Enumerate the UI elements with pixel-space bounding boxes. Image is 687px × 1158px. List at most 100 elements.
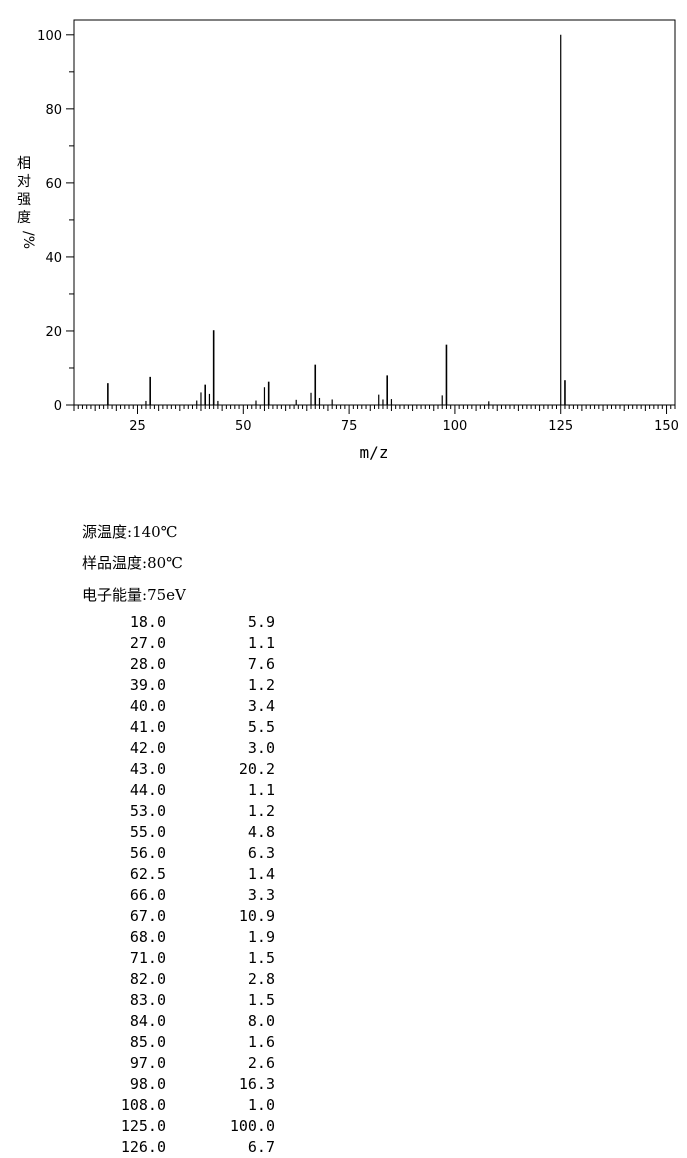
condition-value: 140℃ [132,523,178,541]
peak-bars [107,34,566,405]
mz-value: 83.0 [129,991,166,1009]
abundance-value: 16.3 [238,1075,275,1093]
y-tick-label: 40 [45,251,62,266]
table-row: 39.0 1.2 [100,675,275,696]
abundance-value: 4.8 [247,823,275,841]
mz-value: 62.5 [129,865,166,883]
y-tick-label: 100 [37,29,62,44]
table-row: 62.5 1.4 [100,864,275,885]
abundance-value: 20.2 [238,760,275,778]
y-tick-label: 0 [54,399,62,414]
x-tick-label: 100 [443,419,468,434]
mz-value: 125.0 [120,1117,166,1135]
table-row: 84.0 8.0 [100,1011,275,1032]
table-row: 43.0 20.2 [100,759,275,780]
mz-value: 97.0 [129,1054,166,1072]
y-axis-title-char: 对 [17,174,31,190]
table-row: 108.0 1.0 [100,1095,275,1116]
abundance-value: 1.1 [247,634,275,652]
table-row: 53.0 1.2 [100,801,275,822]
table-row: 42.0 3.0 [100,738,275,759]
mz-value: 28.0 [129,655,166,673]
mz-value: 126.0 [120,1138,166,1156]
condition-value: 80℃ [147,554,183,572]
source-temperature: 源温度:140℃ [82,523,178,541]
mz-value: 56.0 [129,844,166,862]
table-row: 67.0 10.9 [100,906,275,927]
x-axis-title: m/z [360,443,389,462]
abundance-value: 8.0 [247,1012,275,1030]
condition-label: 电子能量 [82,586,143,604]
table-row: 97.0 2.6 [100,1053,275,1074]
x-minor-ticks [73,405,676,411]
mz-value: 82.0 [129,970,166,988]
table-row: 66.0 3.3 [100,885,275,906]
mz-value: 98.0 [129,1075,166,1093]
plot-frame [73,19,676,406]
y-axis-title-char: 相 [17,156,31,172]
table-row: 40.0 3.4 [100,696,275,717]
x-tick-label: 25 [129,419,146,434]
abundance-value: 1.4 [247,865,275,883]
table-row: 68.0 1.9 [100,927,275,948]
abundance-value: 5.5 [247,718,275,736]
mz-value: 41.0 [129,718,166,736]
abundance-value: 6.3 [247,844,275,862]
peak-table: 18.0 5.9 27.0 1.1 28.0 7.6 39.0 1.2 40.0 3.4 41.0 5… [100,612,275,1158]
y-axis-title-char: 度 [17,210,31,226]
mz-value: 53.0 [129,802,166,820]
x-tick-label: 75 [341,419,358,434]
mz-value: 66.0 [129,886,166,904]
mass-spectrum-chart: 25 50 75 100 125 150 0 20 40 60 80 100 m/z 相 对 强 度… [17,19,679,462]
abundance-value: 6.7 [247,1138,275,1156]
table-row: 44.0 1.1 [100,780,275,801]
y-tick-label: 60 [45,177,62,192]
condition-label: 源温度 [82,523,128,541]
mz-value: 44.0 [129,781,166,799]
abundance-value: 1.0 [247,1096,275,1114]
abundance-value: 3.4 [247,697,275,715]
mz-value: 68.0 [129,928,166,946]
abundance-value: 2.6 [247,1054,275,1072]
mz-value: 85.0 [129,1033,166,1051]
mz-value: 43.0 [129,760,166,778]
electron-energy: 电子能量:75eV [82,586,186,604]
x-major-ticks: 25 50 75 100 125 150 [129,405,679,434]
table-row: 55.0 4.8 [100,822,275,843]
abundance-value: 1.2 [247,676,275,694]
table-row: 83.0 1.5 [100,990,275,1011]
table-row: 56.0 6.3 [100,843,275,864]
abundance-value: 1.5 [247,991,275,1009]
abundance-value: 1.2 [247,802,275,820]
mz-value: 42.0 [129,739,166,757]
abundance-value: 2.8 [247,970,275,988]
y-tick-label: 20 [45,325,62,340]
table-row: 28.0 7.6 [100,654,275,675]
abundance-value: 100.0 [229,1117,275,1135]
mz-value: 55.0 [129,823,166,841]
abundance-value: 1.1 [247,781,275,799]
x-tick-label: 125 [548,419,573,434]
table-row: 82.0 2.8 [100,969,275,990]
abundance-value: 10.9 [238,907,275,925]
abundance-value: 1.5 [247,949,275,967]
y-tick-label: 80 [45,103,62,118]
mz-value: 18.0 [129,613,166,631]
abundance-value: 5.9 [247,613,275,631]
sample-temperature: 样品温度:80℃ [82,554,183,572]
table-row: 71.0 1.5 [100,948,275,969]
mz-value: 71.0 [129,949,166,967]
table-row: 18.0 5.9 [100,612,275,633]
mz-value: 84.0 [129,1012,166,1030]
x-tick-label: 150 [654,419,679,434]
mz-value: 27.0 [129,634,166,652]
x-tick-label: 50 [235,419,252,434]
y-axis-title-char: /% [20,231,36,249]
abundance-value: 7.6 [247,655,275,673]
table-row: 27.0 1.1 [100,633,275,654]
table-row: 41.0 5.5 [100,717,275,738]
condition-value: 75eV [147,586,186,604]
mz-value: 67.0 [129,907,166,925]
table-row: 98.0 16.3 [100,1074,275,1095]
condition-label: 样品温度 [82,554,143,572]
